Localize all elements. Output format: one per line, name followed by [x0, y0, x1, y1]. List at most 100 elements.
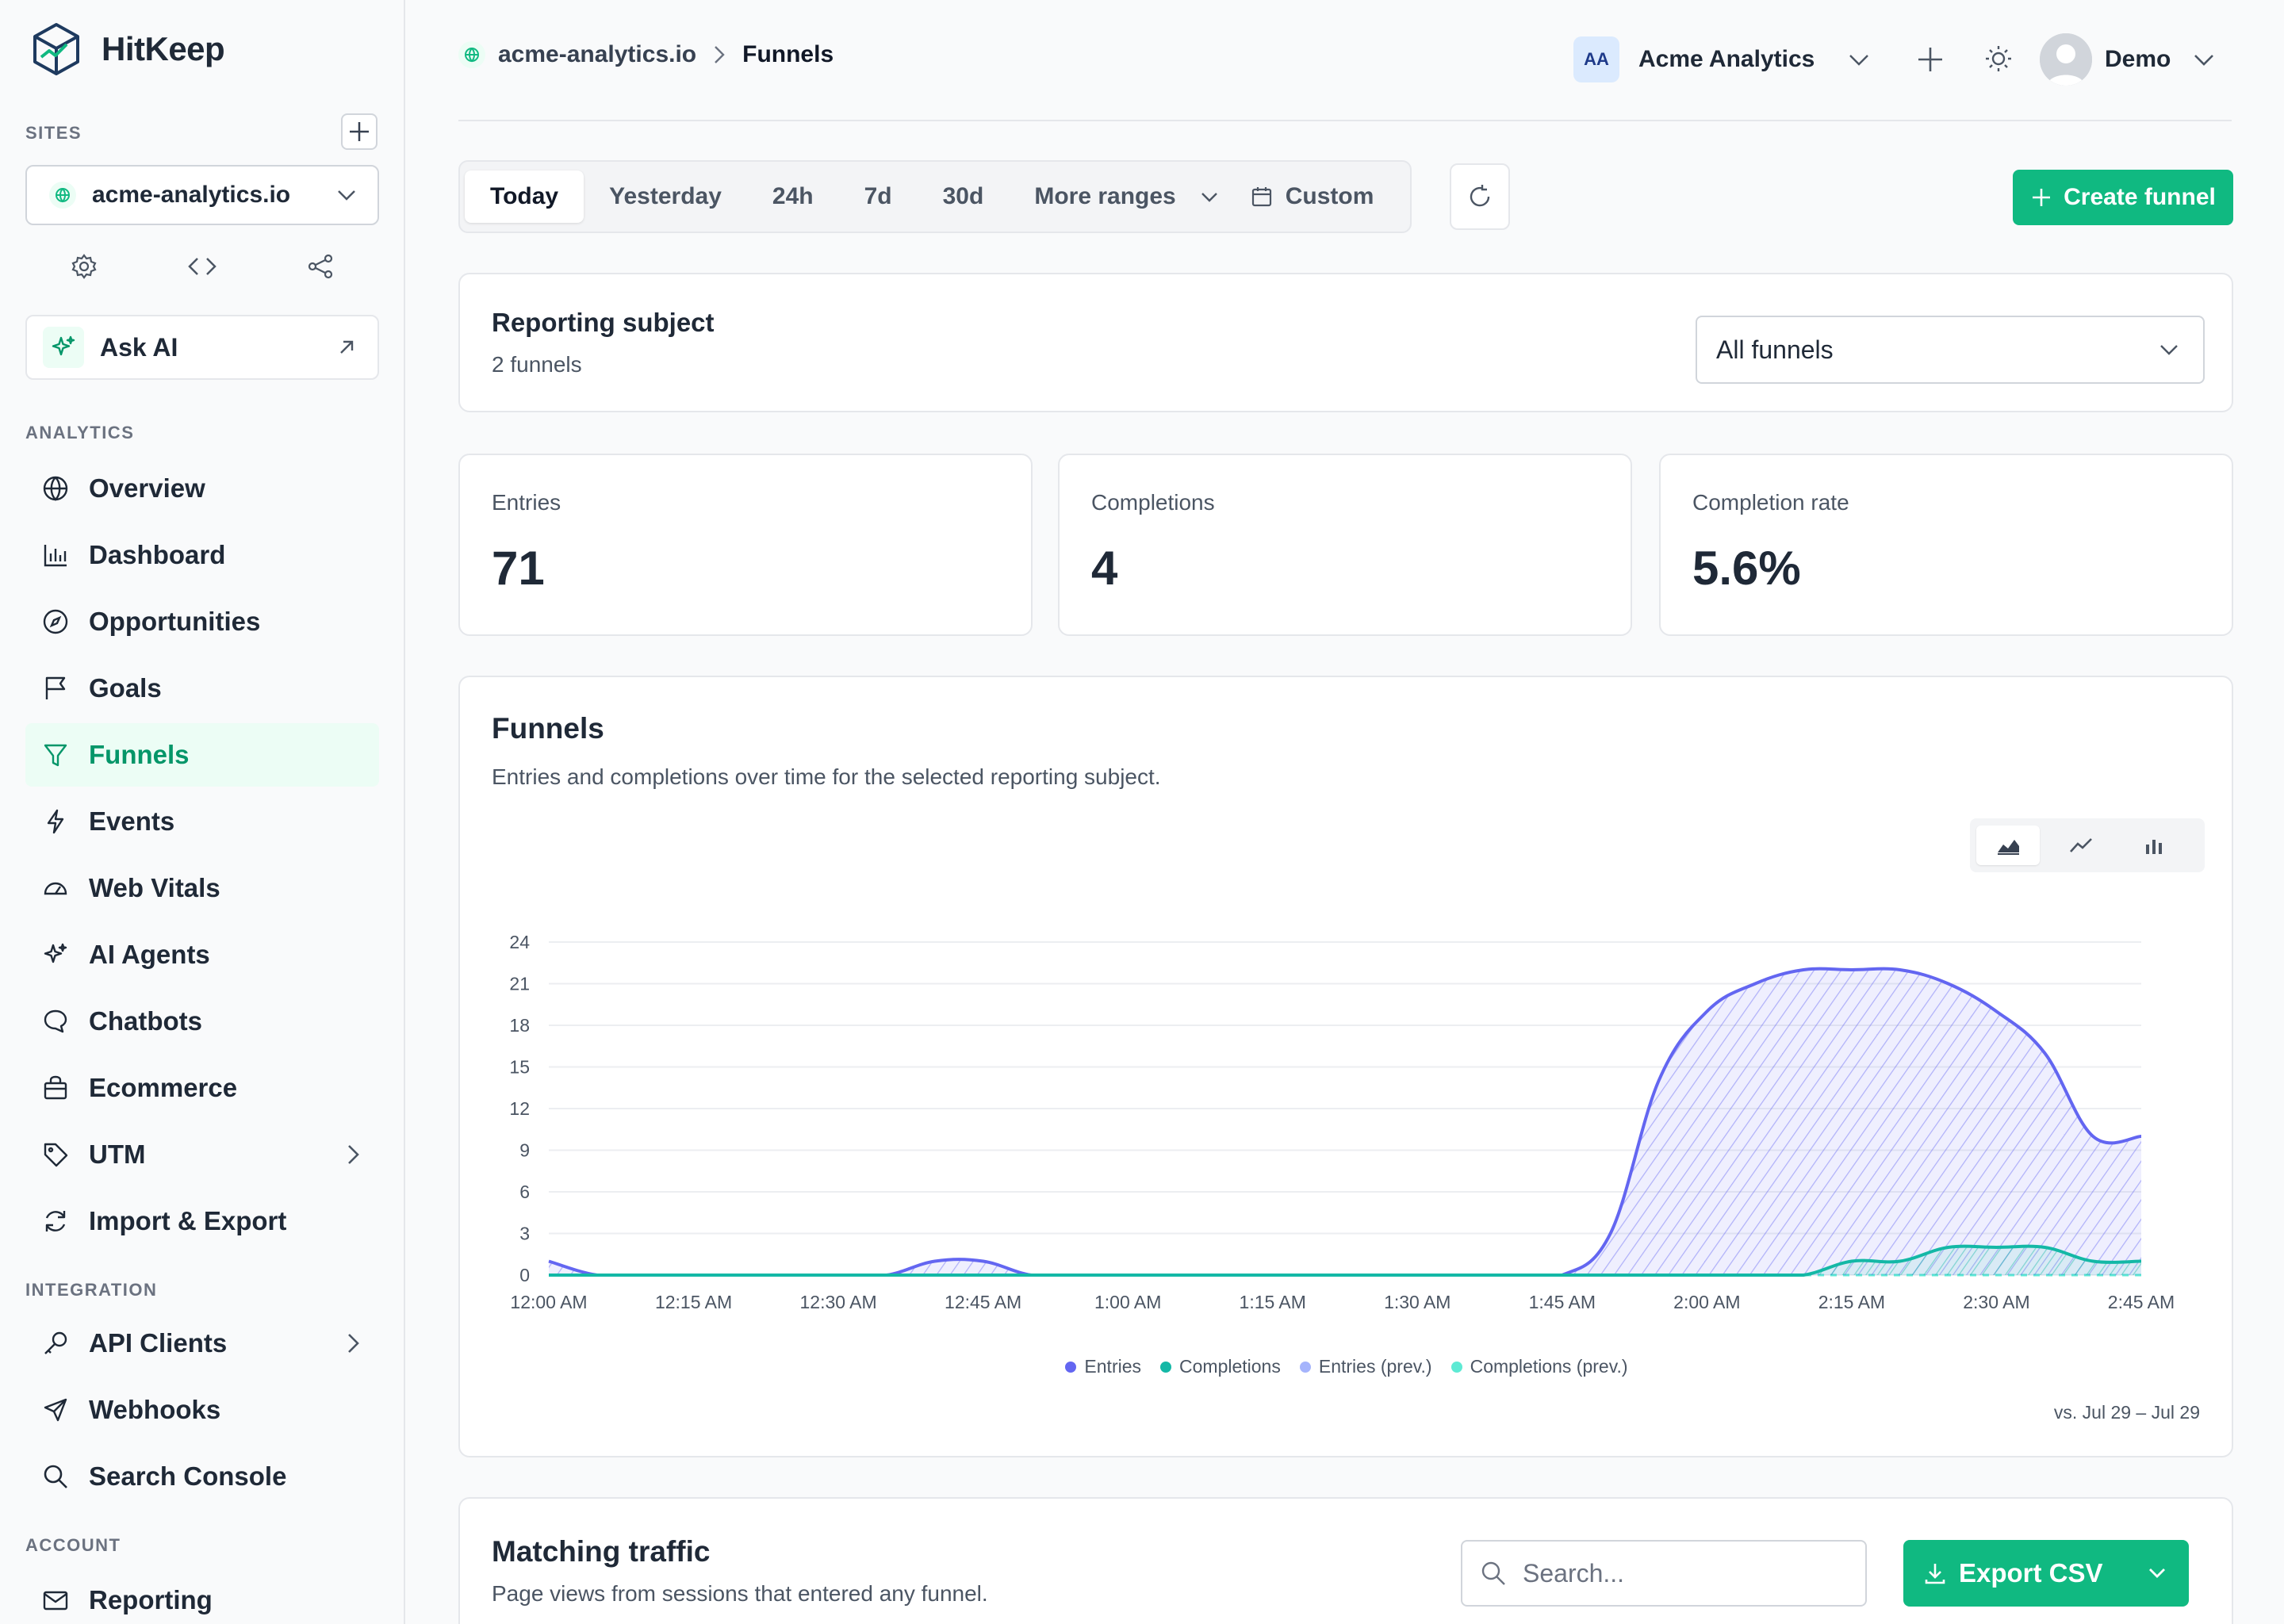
range-custom[interactable]: Custom: [1246, 170, 1400, 223]
x-tick-label: 2:45 AM: [2108, 1292, 2175, 1312]
sidebar-item-events[interactable]: Events: [25, 790, 379, 853]
y-tick-label: 9: [519, 1140, 530, 1161]
sparkles-icon: [43, 327, 84, 368]
sidebar-item-dashboard[interactable]: Dashboard: [25, 523, 379, 587]
x-tick-label: 12:00 AM: [510, 1292, 587, 1312]
create-funnel-button[interactable]: Create funnel: [2013, 170, 2233, 225]
mail-icon: [41, 1586, 70, 1614]
range-24h[interactable]: 24h: [772, 183, 814, 209]
funnel-select[interactable]: All funnels: [1696, 316, 2205, 384]
sidebar-item-utm[interactable]: UTM: [25, 1123, 379, 1186]
sites-section-label: SITES: [25, 123, 82, 143]
hitkeep-logo-icon: [33, 23, 79, 75]
legend-item-entries-prev[interactable]: Entries (prev.): [1299, 1356, 1432, 1377]
stat-card-completions: Completions 4: [1058, 454, 1632, 636]
share-icon[interactable]: [306, 252, 335, 281]
settings-gear-icon[interactable]: [70, 252, 98, 281]
line-chart-toggle[interactable]: [2049, 825, 2113, 865]
sync-icon: [41, 1207, 70, 1235]
y-tick-label: 0: [519, 1265, 530, 1285]
sidebar-item-ecommerce[interactable]: Ecommerce: [25, 1056, 379, 1120]
user-menu[interactable]: Demo: [2040, 33, 2217, 86]
range-yesterday[interactable]: Yesterday: [609, 183, 722, 209]
sidebar-item-funnels[interactable]: Funnels: [25, 723, 379, 787]
sidebar-item-label: Goals: [89, 673, 162, 703]
legend-dot: [1299, 1361, 1311, 1373]
x-tick-label: 1:30 AM: [1384, 1292, 1450, 1312]
sidebar-item-api-clients[interactable]: API Clients: [25, 1312, 379, 1375]
plus-icon: [350, 122, 369, 141]
bag-icon: [41, 1074, 70, 1102]
chart-legend: Entries Completions Entries (prev.) Comp…: [460, 1356, 2233, 1377]
sidebar-item-goals[interactable]: Goals: [25, 657, 379, 720]
legend-label: Entries (prev.): [1318, 1356, 1432, 1377]
compass-icon: [41, 607, 70, 636]
x-tick-label: 12:45 AM: [945, 1292, 1021, 1312]
area-chart-toggle[interactable]: [1976, 825, 2040, 865]
range-7d[interactable]: 7d: [864, 183, 892, 209]
sidebar-item-label: Dashboard: [89, 540, 226, 569]
add-site-button[interactable]: [341, 113, 377, 150]
sidebar-item-search-console[interactable]: Search Console: [25, 1445, 379, 1508]
y-tick-label: 24: [509, 932, 530, 952]
y-tick-label: 6: [519, 1182, 530, 1202]
stat-value: 4: [1091, 542, 1118, 595]
sidebar-item-reporting[interactable]: Reporting: [25, 1568, 379, 1624]
legend-item-completions[interactable]: Completions: [1160, 1356, 1281, 1377]
external-arrow-icon: [340, 340, 354, 354]
plus-icon: [2033, 189, 2051, 206]
sidebar-item-chatbots[interactable]: Chatbots: [25, 990, 379, 1053]
site-globe-icon: [458, 41, 485, 68]
chevron-down-icon: [2149, 1568, 2165, 1578]
export-csv-button[interactable]: Export CSV: [1903, 1540, 2189, 1607]
sidebar-item-webhooks[interactable]: Webhooks: [25, 1378, 379, 1442]
stat-card-entries: Entries 71: [458, 454, 1033, 636]
chevron-down-icon: [1201, 193, 1217, 202]
range-today[interactable]: Today: [465, 170, 584, 223]
team-switcher[interactable]: AA Acme Analytics: [1573, 36, 1872, 82]
matching-traffic-card: Matching traffic Page views from session…: [458, 1497, 2233, 1624]
site-globe-icon: [49, 182, 76, 209]
sidebar-item-ai-agents[interactable]: AI Agents: [25, 923, 379, 986]
user-name: Demo: [2105, 46, 2171, 72]
breadcrumb-site[interactable]: acme-analytics.io: [498, 41, 697, 67]
stat-label: Entries: [492, 490, 561, 515]
chevron-down-icon: [338, 190, 355, 201]
breadcrumb-page: Funnels: [742, 41, 834, 67]
theme-sun-icon[interactable]: [1983, 41, 2014, 78]
chevron-down-icon: [2160, 345, 2178, 355]
range-custom-label: Custom: [1285, 183, 1374, 209]
sidebar-item-label: Opportunities: [89, 607, 261, 636]
legend-item-entries[interactable]: Entries: [1065, 1356, 1141, 1377]
traffic-search[interactable]: [1461, 1540, 1867, 1607]
search-icon: [1481, 1561, 1505, 1585]
export-options-toggle[interactable]: [2125, 1540, 2189, 1607]
sidebar-item-overview[interactable]: Overview: [25, 457, 379, 520]
stat-label: Completion rate: [1692, 490, 1849, 515]
ask-ai-label: Ask AI: [100, 332, 178, 362]
sidebar-item-label: Web Vitals: [89, 873, 220, 902]
send-icon: [41, 1396, 70, 1424]
add-icon[interactable]: [1914, 41, 1946, 78]
site-selector[interactable]: acme-analytics.io: [25, 165, 379, 225]
code-icon[interactable]: [186, 252, 218, 281]
sidebar-item-import-export[interactable]: Import & Export: [25, 1189, 379, 1253]
legend-item-completions-prev[interactable]: Completions (prev.): [1450, 1356, 1628, 1377]
legend-dot: [1450, 1361, 1462, 1373]
range-more-dropdown[interactable]: More ranges: [1009, 170, 1245, 223]
chevron-right-icon: [348, 1334, 359, 1353]
sidebar-item-label: Search Console: [89, 1461, 287, 1491]
refresh-button[interactable]: [1450, 163, 1510, 230]
y-tick-label: 15: [509, 1057, 530, 1078]
series-area-entries: [549, 968, 2141, 1275]
sparkles-icon: [41, 940, 70, 969]
ask-ai-button[interactable]: Ask AI: [25, 315, 379, 380]
logo[interactable]: HitKeep: [32, 22, 225, 76]
chevron-down-icon: [1849, 55, 1869, 66]
globe-icon: [41, 474, 70, 503]
bar-chart-toggle[interactable]: [2122, 825, 2186, 865]
sidebar-item-web-vitals[interactable]: Web Vitals: [25, 856, 379, 920]
search-input[interactable]: [1523, 1558, 1856, 1588]
range-30d[interactable]: 30d: [942, 183, 984, 209]
sidebar-item-opportunities[interactable]: Opportunities: [25, 590, 379, 653]
